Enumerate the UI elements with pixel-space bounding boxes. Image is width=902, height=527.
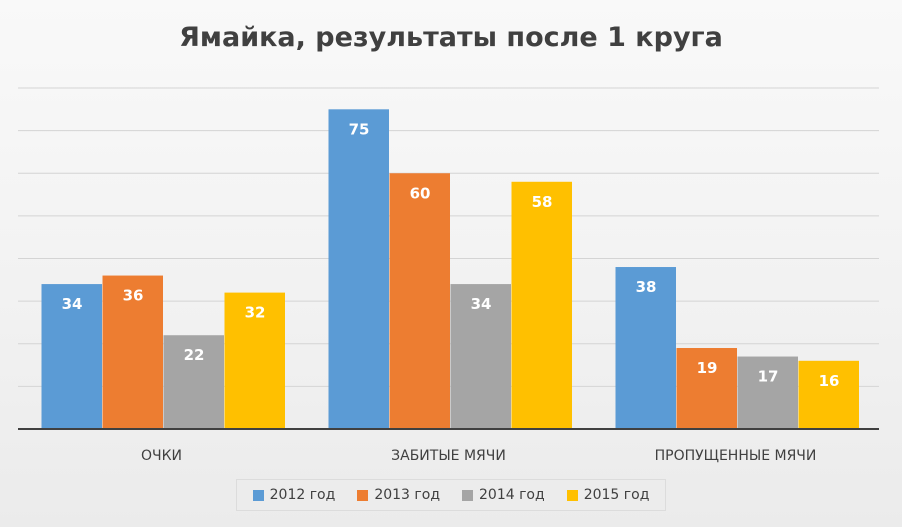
data-label: 17 [758, 368, 779, 386]
legend-label: 2015 год [583, 487, 650, 503]
chart-title: Ямайка, результаты после 1 круга [179, 22, 723, 53]
category-label: ЗАБИТЫЕ МЯЧИ [391, 448, 506, 464]
legend-swatch [252, 489, 264, 501]
legend-label: 2012 год [269, 487, 336, 503]
data-label: 34 [471, 295, 492, 313]
legend-item: 2012 год [252, 487, 336, 503]
bar-2-2 [389, 173, 450, 429]
data-label: 75 [349, 120, 370, 138]
category-label: ПРОПУЩЕННЫЕ МЯЧИ [655, 448, 817, 464]
legend-label: 2014 год [479, 487, 545, 503]
bar-2-3 [676, 348, 737, 429]
data-label: 38 [636, 278, 657, 296]
bar-1-1 [41, 284, 102, 429]
legend-swatch [462, 489, 473, 501]
chart-legend: 2012 год 2013 год 2014 год 2015 год [236, 479, 666, 511]
bar-4-3 [798, 360, 859, 429]
data-label: 58 [532, 193, 553, 211]
data-label: 36 [123, 287, 144, 305]
legend-item: 2015 год [566, 487, 650, 503]
data-label: 19 [697, 359, 718, 377]
bar-1-2 [328, 109, 389, 429]
data-label: 16 [819, 372, 840, 390]
legend-label: 2013 год [374, 487, 440, 503]
bar-4-2 [511, 181, 572, 429]
category-label: ОЧКИ [141, 448, 182, 464]
bar-3-1 [163, 335, 224, 429]
bar-2-1 [102, 275, 163, 429]
data-label: 22 [184, 346, 205, 364]
data-label: 32 [245, 304, 266, 322]
data-label: 60 [410, 184, 431, 202]
legend-swatch [566, 489, 578, 501]
bar-1-3 [615, 267, 676, 429]
legend-item: 2013 год [357, 487, 440, 503]
legend-swatch [357, 489, 369, 501]
data-label: 34 [62, 295, 83, 313]
bar-3-3 [737, 356, 798, 429]
bar-3-2 [450, 284, 511, 429]
legend-item: 2014 год [462, 487, 545, 503]
bar-4-1 [224, 292, 285, 429]
